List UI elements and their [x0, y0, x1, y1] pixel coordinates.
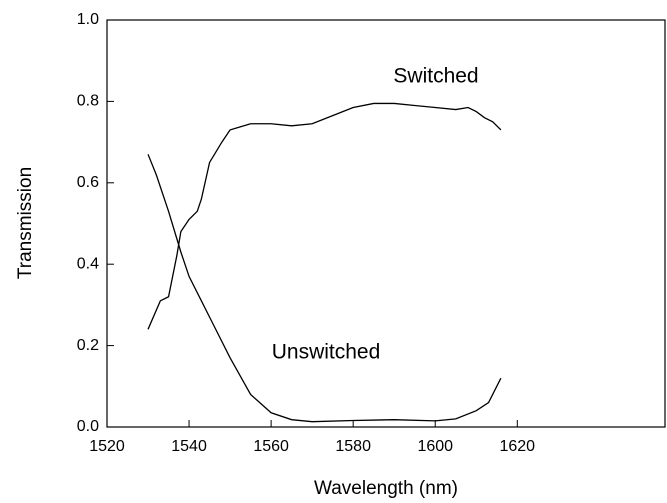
line: [147, 154, 502, 423]
x-tick-label: 1600: [417, 438, 453, 455]
y-tick-label: 0.6: [77, 174, 99, 191]
line-label: Unswitched: [272, 341, 381, 364]
plot-frame: [106, 19, 666, 428]
x-tick-label: 1620: [499, 438, 535, 455]
x-tick-label: 1580: [335, 438, 371, 455]
x-tick-label: 1560: [253, 438, 289, 455]
x-tick-label: 1520: [89, 438, 125, 455]
line: [147, 102, 502, 330]
y-tick-label: 0.8: [77, 93, 99, 110]
y-tick-label: 0.2: [77, 337, 99, 354]
y-tick-label: 1.0: [77, 11, 99, 28]
y-axis-title: Transmission: [15, 167, 36, 279]
line-label: Switched: [393, 65, 478, 88]
y-tick-label: 0.4: [77, 255, 99, 272]
y-tick-label: 0.0: [77, 418, 99, 435]
x-axis-title: Wavelength (nm): [314, 478, 458, 499]
x-tick-label: 1540: [171, 438, 207, 455]
